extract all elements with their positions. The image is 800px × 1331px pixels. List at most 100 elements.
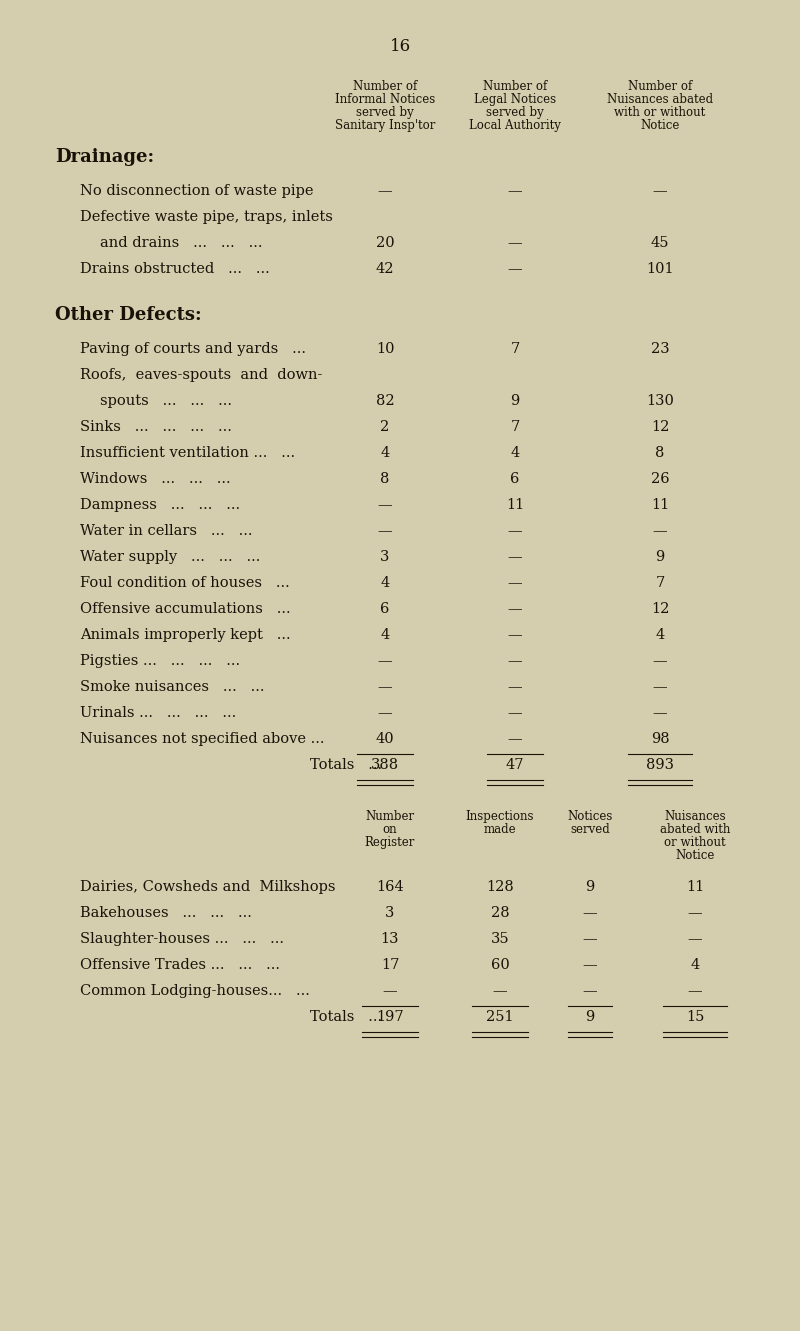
Text: —: — — [508, 236, 522, 250]
Text: Number of: Number of — [628, 80, 692, 93]
Text: Number of: Number of — [483, 80, 547, 93]
Text: —: — — [653, 705, 667, 720]
Text: —: — — [508, 576, 522, 590]
Text: 23: 23 — [650, 342, 670, 355]
Text: 6: 6 — [380, 602, 390, 616]
Text: Water in cellars   ...   ...: Water in cellars ... ... — [80, 524, 253, 538]
Text: Drains obstructed   ...   ...: Drains obstructed ... ... — [80, 262, 270, 276]
Text: —: — — [508, 628, 522, 642]
Text: —: — — [493, 984, 507, 998]
Text: Insufficient ventilation ...   ...: Insufficient ventilation ... ... — [80, 446, 295, 461]
Text: 4: 4 — [380, 446, 390, 461]
Text: —: — — [378, 705, 392, 720]
Text: —: — — [653, 524, 667, 538]
Text: —: — — [582, 932, 598, 946]
Text: —: — — [653, 680, 667, 693]
Text: 7: 7 — [510, 421, 520, 434]
Text: 60: 60 — [490, 958, 510, 972]
Text: 98: 98 — [650, 732, 670, 745]
Text: Notices: Notices — [567, 811, 613, 823]
Text: 9: 9 — [510, 394, 520, 409]
Text: —: — — [508, 550, 522, 564]
Text: —: — — [508, 654, 522, 668]
Text: —: — — [378, 654, 392, 668]
Text: Windows   ...   ...   ...: Windows ... ... ... — [80, 473, 230, 486]
Text: 7: 7 — [655, 576, 665, 590]
Text: 9: 9 — [586, 880, 594, 894]
Text: —: — — [508, 184, 522, 198]
Text: —: — — [508, 680, 522, 693]
Text: Animals improperly kept   ...: Animals improperly kept ... — [80, 628, 290, 642]
Text: 42: 42 — [376, 262, 394, 276]
Text: No disconnection of waste pipe: No disconnection of waste pipe — [80, 184, 314, 198]
Text: Smoke nuisances   ...   ...: Smoke nuisances ... ... — [80, 680, 265, 693]
Text: Notice: Notice — [675, 849, 714, 862]
Text: Bakehouses   ...   ...   ...: Bakehouses ... ... ... — [80, 906, 252, 920]
Text: Offensive accumulations   ...: Offensive accumulations ... — [80, 602, 290, 616]
Text: 4: 4 — [690, 958, 700, 972]
Text: 10: 10 — [376, 342, 394, 355]
Text: 4: 4 — [655, 628, 665, 642]
Text: 8: 8 — [380, 473, 390, 486]
Text: 15: 15 — [686, 1010, 704, 1024]
Text: 82: 82 — [376, 394, 394, 409]
Text: —: — — [653, 184, 667, 198]
Text: —: — — [508, 602, 522, 616]
Text: 7: 7 — [510, 342, 520, 355]
Text: —: — — [508, 262, 522, 276]
Text: served by: served by — [486, 106, 544, 118]
Text: 130: 130 — [646, 394, 674, 409]
Text: 40: 40 — [376, 732, 394, 745]
Text: Legal Notices: Legal Notices — [474, 93, 556, 106]
Text: 3: 3 — [386, 906, 394, 920]
Text: or without: or without — [664, 836, 726, 849]
Text: —: — — [653, 654, 667, 668]
Text: 11: 11 — [651, 498, 669, 512]
Text: 4: 4 — [510, 446, 520, 461]
Text: 12: 12 — [651, 602, 669, 616]
Text: Notice: Notice — [640, 118, 680, 132]
Text: 16: 16 — [390, 39, 410, 55]
Text: Totals   ...: Totals ... — [310, 1010, 382, 1024]
Text: Defective waste pipe, traps, inlets: Defective waste pipe, traps, inlets — [80, 210, 333, 224]
Text: abated with: abated with — [660, 823, 730, 836]
Text: Inspections: Inspections — [466, 811, 534, 823]
Text: —: — — [582, 906, 598, 920]
Text: Totals   ...: Totals ... — [310, 757, 382, 772]
Text: 128: 128 — [486, 880, 514, 894]
Text: —: — — [508, 732, 522, 745]
Text: Dampness   ...   ...   ...: Dampness ... ... ... — [80, 498, 240, 512]
Text: Sanitary Insp'tor: Sanitary Insp'tor — [335, 118, 435, 132]
Text: 101: 101 — [646, 262, 674, 276]
Text: Offensive Trades ...   ...   ...: Offensive Trades ... ... ... — [80, 958, 280, 972]
Text: Slaughter-houses ...   ...   ...: Slaughter-houses ... ... ... — [80, 932, 284, 946]
Text: Common Lodging-houses...   ...: Common Lodging-houses... ... — [80, 984, 310, 998]
Text: Informal Notices: Informal Notices — [335, 93, 435, 106]
Text: Local Authority: Local Authority — [469, 118, 561, 132]
Text: 13: 13 — [381, 932, 399, 946]
Text: —: — — [378, 184, 392, 198]
Text: —: — — [582, 984, 598, 998]
Text: 8: 8 — [655, 446, 665, 461]
Text: Nuisances not specified above ...: Nuisances not specified above ... — [80, 732, 325, 745]
Text: —: — — [688, 906, 702, 920]
Text: 197: 197 — [376, 1010, 404, 1024]
Text: on: on — [382, 823, 398, 836]
Text: Roofs,  eaves-spouts  and  down-: Roofs, eaves-spouts and down- — [80, 367, 322, 382]
Text: Number of: Number of — [353, 80, 417, 93]
Text: made: made — [484, 823, 516, 836]
Text: —: — — [378, 680, 392, 693]
Text: 2: 2 — [380, 421, 390, 434]
Text: 388: 388 — [371, 757, 399, 772]
Text: 9: 9 — [586, 1010, 594, 1024]
Text: 17: 17 — [381, 958, 399, 972]
Text: Number: Number — [366, 811, 414, 823]
Text: 4: 4 — [380, 576, 390, 590]
Text: 20: 20 — [376, 236, 394, 250]
Text: Dairies, Cowsheds and  Milkshops: Dairies, Cowsheds and Milkshops — [80, 880, 335, 894]
Text: —: — — [378, 524, 392, 538]
Text: —: — — [378, 498, 392, 512]
Text: 164: 164 — [376, 880, 404, 894]
Text: Water supply   ...   ...   ...: Water supply ... ... ... — [80, 550, 260, 564]
Text: served: served — [570, 823, 610, 836]
